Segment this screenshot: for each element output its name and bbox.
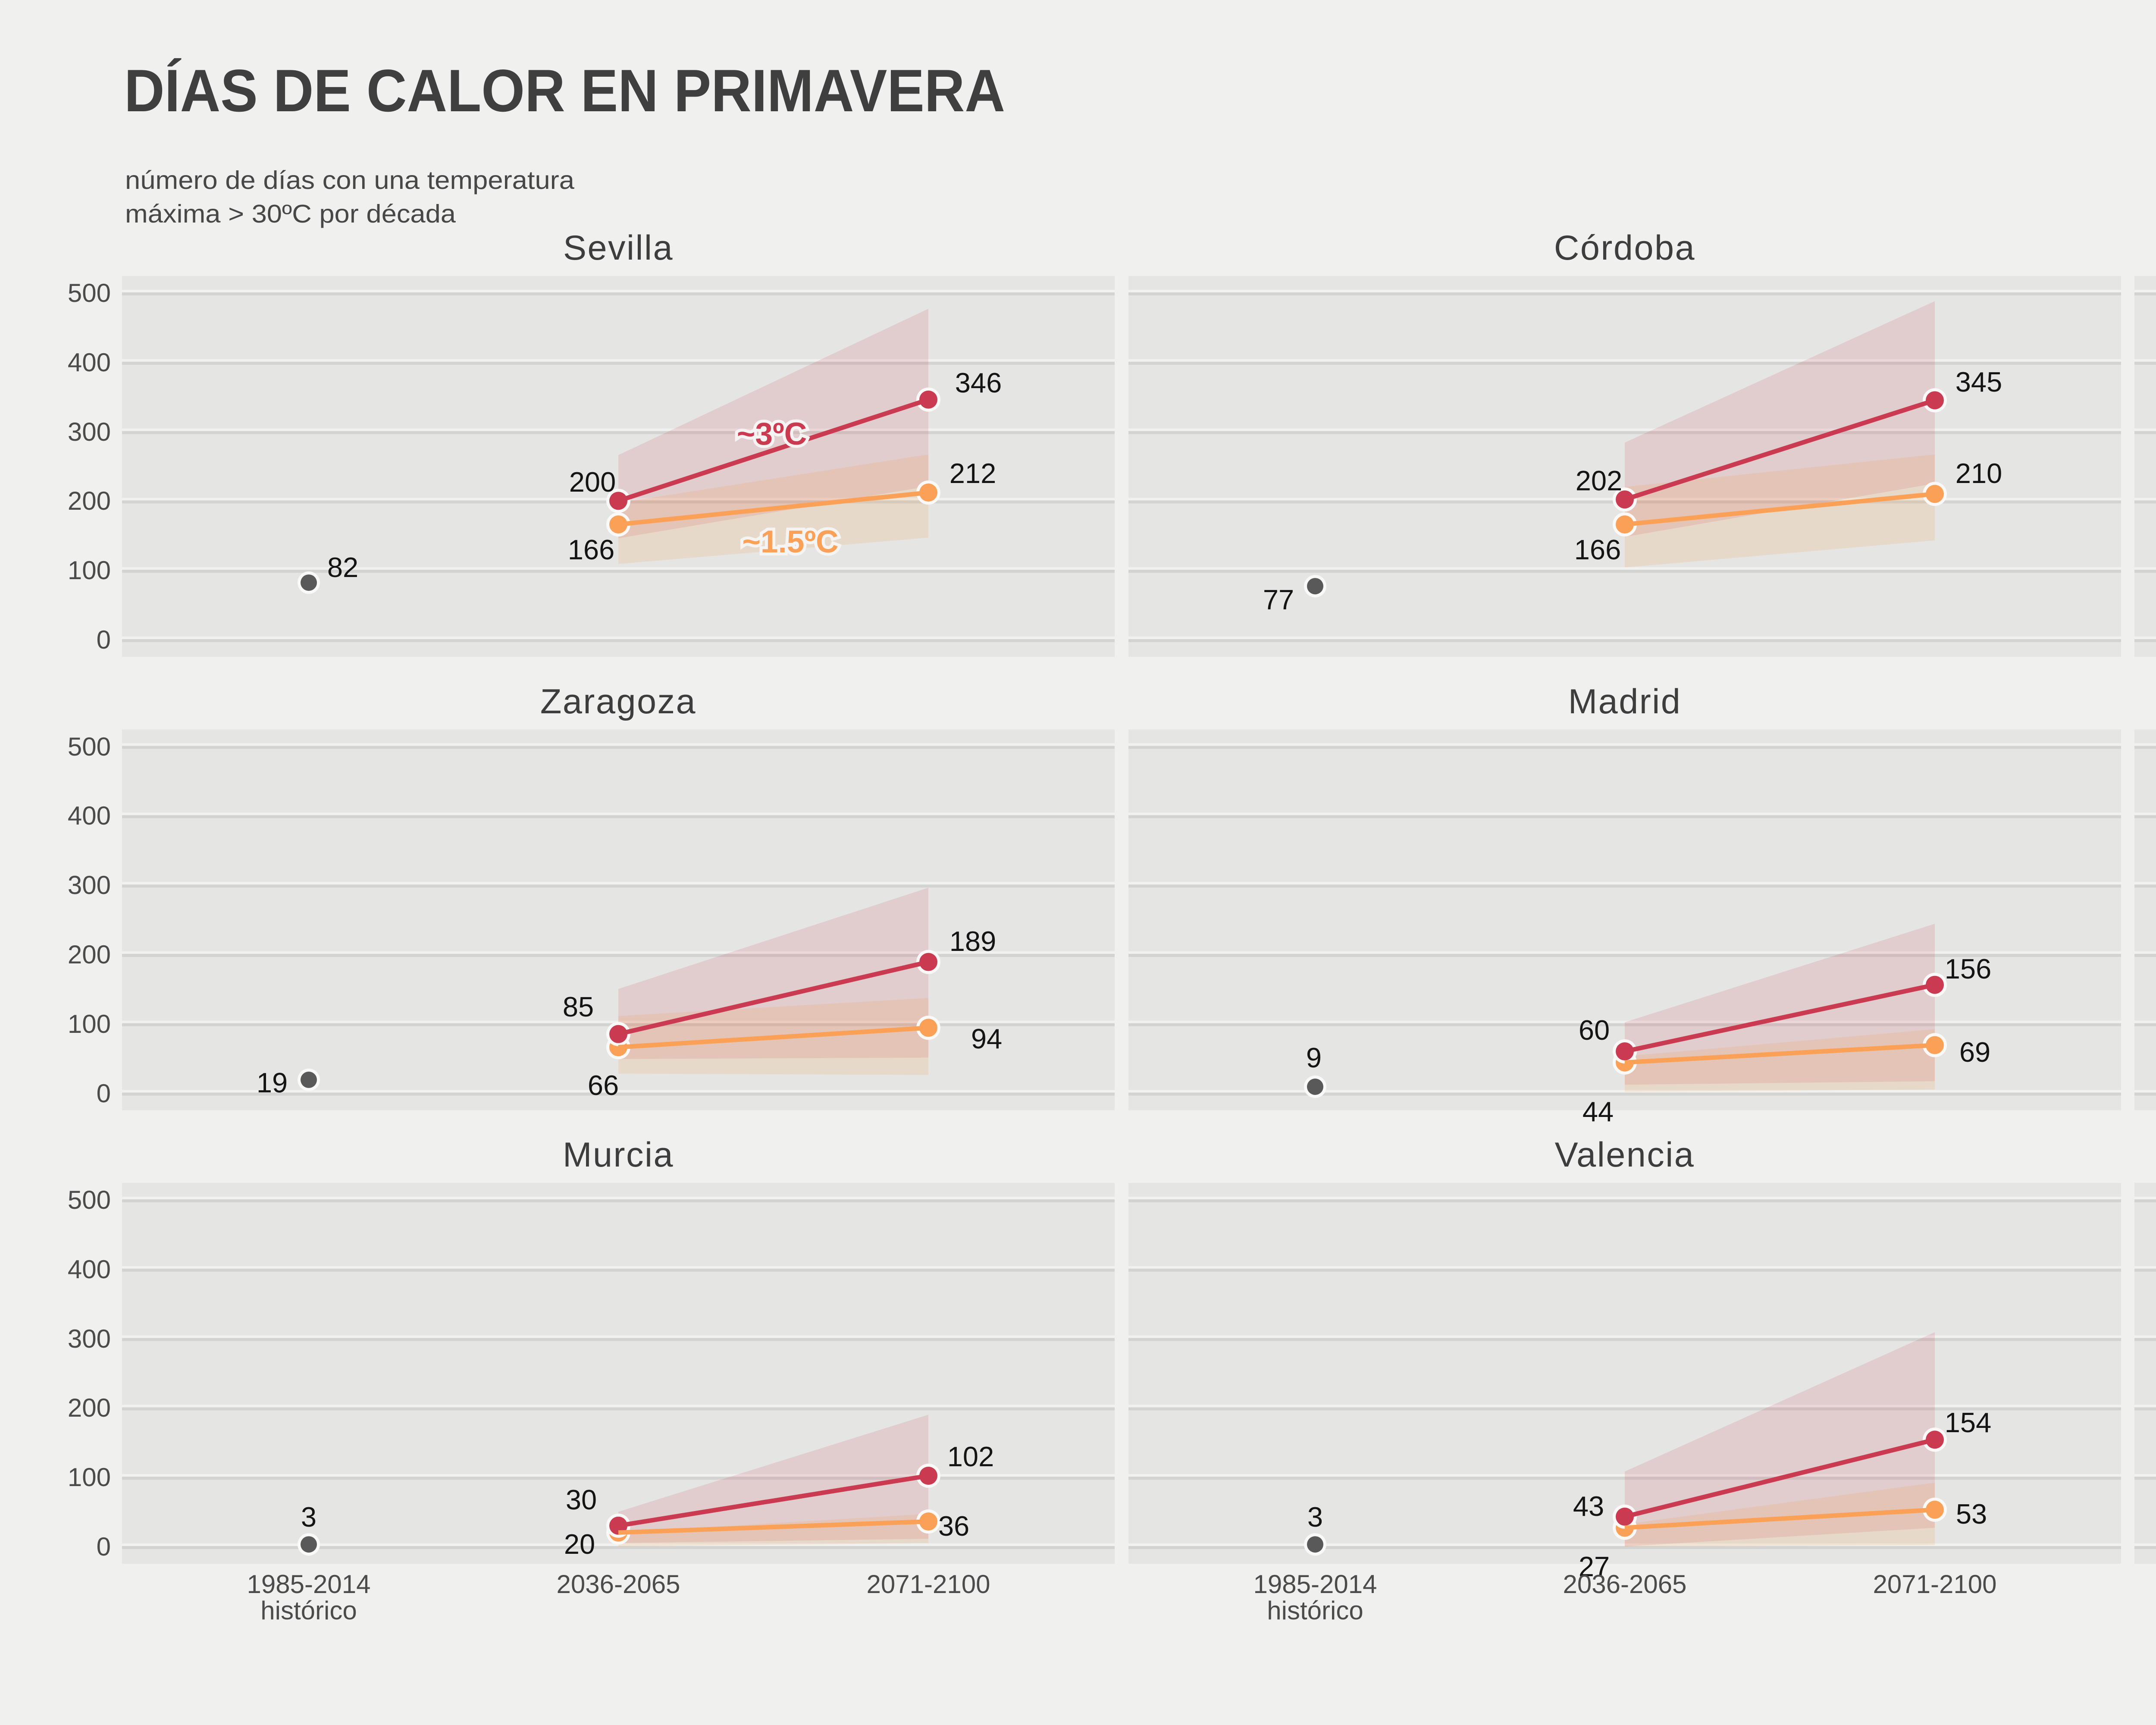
svg-text:27: 27 [1579,1551,1610,1582]
svg-text:20: 20 [564,1528,595,1560]
svg-text:2071-2100: 2071-2100 [867,1570,990,1599]
svg-text:300: 300 [68,871,111,900]
svg-text:número de días con una tempera: número de días con una temperatura [125,166,574,194]
svg-text:9: 9 [1306,1042,1322,1073]
svg-text:Madrid: Madrid [1568,682,1682,721]
svg-text:94: 94 [971,1023,1002,1054]
svg-text:DÍAS DE CALOR EN PRIMAVERA: DÍAS DE CALOR EN PRIMAVERA [124,57,1005,124]
svg-text:60: 60 [1579,1014,1610,1046]
svg-text:~1.5ºC: ~1.5ºC [742,524,839,559]
svg-text:Córdoba: Córdoba [1554,229,1695,267]
svg-text:43: 43 [1573,1490,1604,1522]
svg-text:Valencia: Valencia [1555,1135,1695,1174]
svg-text:200: 200 [68,940,111,969]
svg-text:212: 212 [950,458,996,489]
svg-text:77: 77 [1263,584,1294,615]
svg-text:36: 36 [938,1510,969,1542]
svg-text:154: 154 [1945,1407,1991,1438]
svg-text:102: 102 [947,1441,994,1472]
svg-text:400: 400 [68,1255,111,1284]
svg-text:máxima > 30ºC por década: máxima > 30ºC por década [125,200,456,228]
svg-text:202: 202 [1576,465,1622,496]
svg-text:400: 400 [68,801,111,830]
svg-text:1985-2014: 1985-2014 [247,1570,371,1599]
svg-text:44: 44 [1583,1096,1614,1127]
svg-text:345: 345 [1955,366,2002,398]
svg-text:0: 0 [97,1532,111,1561]
svg-text:69: 69 [1959,1036,1990,1068]
svg-text:82: 82 [327,552,358,583]
svg-text:100: 100 [68,1010,111,1038]
svg-text:100: 100 [68,556,111,585]
svg-text:30: 30 [566,1484,597,1515]
svg-text:Sevilla: Sevilla [563,229,674,267]
svg-text:histórico: histórico [1267,1596,1363,1625]
svg-text:85: 85 [563,991,594,1022]
svg-text:400: 400 [68,348,111,377]
svg-text:200: 200 [569,466,616,498]
svg-text:1985-2014: 1985-2014 [1253,1570,1377,1599]
svg-text:346: 346 [955,367,1002,398]
svg-text:100: 100 [68,1463,111,1492]
svg-text:0: 0 [97,625,111,654]
svg-text:189: 189 [950,925,996,957]
svg-text:166: 166 [568,534,614,565]
svg-text:Murcia: Murcia [563,1135,674,1174]
svg-text:300: 300 [68,417,111,446]
svg-text:156: 156 [1945,953,1991,985]
svg-text:3: 3 [1307,1501,1323,1533]
svg-text:210: 210 [1955,458,2002,489]
svg-text:166: 166 [1574,534,1621,565]
svg-text:3: 3 [301,1501,317,1533]
svg-text:500: 500 [68,1186,111,1214]
svg-text:2036-2065: 2036-2065 [557,1570,680,1599]
svg-text:200: 200 [68,1393,111,1422]
svg-text:500: 500 [68,732,111,761]
svg-text:2071-2100: 2071-2100 [1873,1570,1997,1599]
svg-text:19: 19 [257,1067,288,1098]
svg-text:~3ºC: ~3ºC [737,417,807,452]
svg-text:66: 66 [588,1070,619,1101]
svg-text:53: 53 [1956,1498,1987,1530]
svg-text:200: 200 [68,486,111,515]
svg-text:histórico: histórico [260,1596,357,1625]
svg-text:2036-2065: 2036-2065 [1563,1570,1687,1599]
svg-text:0: 0 [97,1079,111,1108]
svg-text:500: 500 [68,279,111,307]
svg-text:300: 300 [68,1324,111,1353]
svg-text:Zaragoza: Zaragoza [540,682,696,721]
